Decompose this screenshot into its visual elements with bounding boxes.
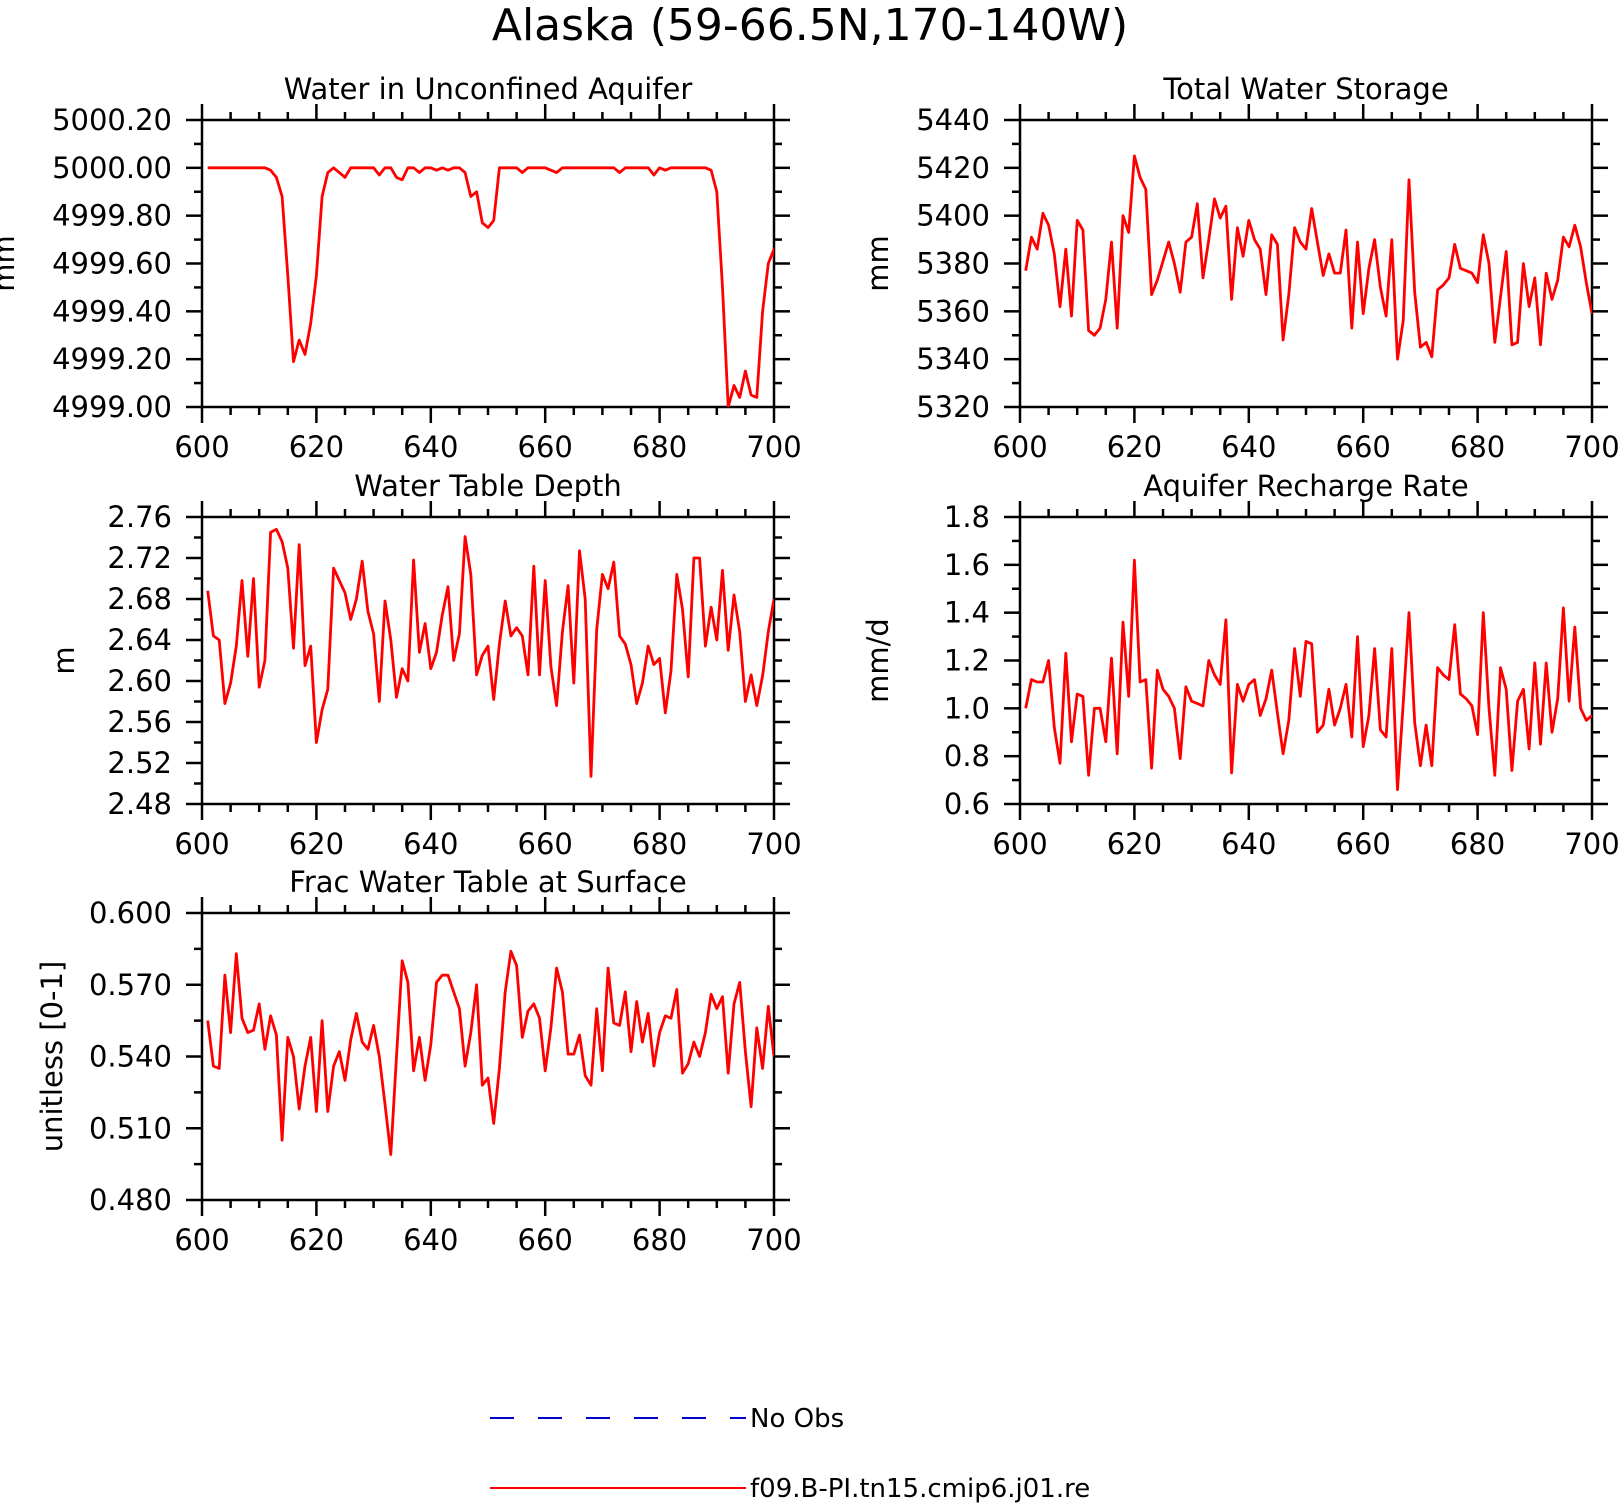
y-tick-label: 1.8 xyxy=(944,500,990,534)
x-tick-label: 620 xyxy=(1107,430,1162,464)
x-tick-label: 680 xyxy=(632,430,687,464)
x-tick-label: 660 xyxy=(1336,827,1391,861)
x-tick-label: 640 xyxy=(403,827,458,861)
x-tick-label: 680 xyxy=(1450,827,1505,861)
y-tick-label: 1.2 xyxy=(944,644,990,678)
x-tick-label: 680 xyxy=(632,1223,687,1257)
y-tick-label: 2.60 xyxy=(107,664,172,698)
y-tick-label: 4999.40 xyxy=(52,294,172,328)
x-tick-label: 700 xyxy=(1564,430,1619,464)
legend-label-1: No Obs xyxy=(750,1404,844,1434)
x-tick-label: 620 xyxy=(289,827,344,861)
chart-panel-5: Frac Water Table at Surface 600 620 640 660 6… xyxy=(35,865,802,1257)
y-tick-label: 0.600 xyxy=(89,896,172,930)
x-tick-label: 700 xyxy=(746,827,801,861)
series-line xyxy=(206,949,774,1156)
series-line xyxy=(206,527,774,778)
x-tick-label: 640 xyxy=(403,430,458,464)
chart-panel-1: Water in Unconfined Aquifer 600 620 640 660 6… xyxy=(0,72,802,464)
y-axis-label: mm xyxy=(861,235,895,292)
y-tick-label: 4999.80 xyxy=(52,199,172,233)
series-line xyxy=(1024,558,1592,791)
figure-title: Alaska (59-66.5N,170-140W) xyxy=(492,0,1128,51)
y-tick-label: 2.64 xyxy=(107,623,172,657)
y-tick-label: 5420 xyxy=(916,151,990,185)
panel-title: Total Water Storage xyxy=(1162,72,1448,106)
y-tick-label: 4999.00 xyxy=(52,390,172,424)
y-tick-label: 1.0 xyxy=(944,691,990,725)
x-tick-label: 600 xyxy=(174,1223,229,1257)
panel-title: Water Table Depth xyxy=(354,469,622,503)
panel-title: Frac Water Table at Surface xyxy=(289,865,686,899)
x-tick-label: 700 xyxy=(1564,827,1619,861)
y-tick-label: 1.6 xyxy=(944,548,990,582)
y-tick-label: 0.540 xyxy=(89,1040,172,1074)
x-tick-label: 640 xyxy=(403,1223,458,1257)
x-tick-label: 620 xyxy=(289,1223,344,1257)
y-tick-label: 2.76 xyxy=(107,500,172,534)
y-tick-label: 0.8 xyxy=(944,739,990,773)
panels: Water in Unconfined Aquifer 600 620 640 660 6… xyxy=(0,72,1620,1257)
y-tick-label: 2.52 xyxy=(107,746,172,780)
x-tick-label: 600 xyxy=(992,827,1047,861)
x-tick-label: 600 xyxy=(174,430,229,464)
y-tick-label: 2.48 xyxy=(107,787,172,821)
y-tick-label: 5380 xyxy=(916,247,990,281)
x-tick-label: 600 xyxy=(992,430,1047,464)
legend-label-2: f09.B-PI.tn15.cmip6.j01.re xyxy=(750,1474,1090,1504)
series-line xyxy=(1024,154,1592,361)
x-tick-label: 660 xyxy=(1336,430,1391,464)
y-tick-label: 5320 xyxy=(916,390,990,424)
chart-panel-2: Total Water Storage 600 620 640 660 680 700 532… xyxy=(861,72,1620,464)
y-tick-label: 1.4 xyxy=(944,596,990,630)
x-tick-label: 600 xyxy=(174,827,229,861)
y-tick-label: 5440 xyxy=(916,103,990,137)
y-tick-label: 5360 xyxy=(916,294,990,328)
y-tick-label: 5000.20 xyxy=(52,103,172,137)
y-axis-label: unitless [0-1] xyxy=(35,961,69,1153)
y-tick-label: 0.510 xyxy=(89,1111,172,1145)
panel-title: Aquifer Recharge Rate xyxy=(1143,469,1469,503)
x-tick-label: 700 xyxy=(746,1223,801,1257)
y-tick-label: 2.72 xyxy=(107,541,172,575)
y-tick-label: 0.6 xyxy=(944,787,990,821)
x-tick-label: 700 xyxy=(746,430,801,464)
y-tick-label: 5400 xyxy=(916,199,990,233)
y-tick-label: 5000.00 xyxy=(52,151,172,185)
x-tick-label: 680 xyxy=(1450,430,1505,464)
legend: No Obs f09.B-PI.tn15.cmip6.j01.re xyxy=(490,1404,1090,1504)
chart-panel-4: Aquifer Recharge Rate 600 620 640 660 680 700 0… xyxy=(861,469,1620,861)
y-tick-label: 2.68 xyxy=(107,582,172,616)
y-tick-label: 4999.60 xyxy=(52,247,172,281)
x-tick-label: 620 xyxy=(289,430,344,464)
y-tick-label: 0.480 xyxy=(89,1183,172,1217)
y-tick-label: 5340 xyxy=(916,342,990,376)
x-tick-label: 640 xyxy=(1221,430,1276,464)
y-axis-label: mm xyxy=(0,235,21,292)
panel-title: Water in Unconfined Aquifer xyxy=(284,72,693,106)
series-line xyxy=(207,166,774,407)
y-axis-label: mm/d xyxy=(861,618,895,703)
y-tick-label: 0.570 xyxy=(89,968,172,1002)
x-tick-label: 660 xyxy=(518,430,573,464)
x-tick-label: 680 xyxy=(632,827,687,861)
plot-frame xyxy=(1018,515,1594,806)
y-tick-label: 2.56 xyxy=(107,705,172,739)
x-tick-label: 620 xyxy=(1107,827,1162,861)
y-axis-label: m xyxy=(47,646,81,674)
y-tick-label: 4999.20 xyxy=(52,342,172,376)
chart-panel-3: Water Table Depth 600 620 640 660 680 700 2.48 2… xyxy=(47,469,802,861)
x-tick-label: 660 xyxy=(518,827,573,861)
x-tick-label: 660 xyxy=(518,1223,573,1257)
x-tick-label: 640 xyxy=(1221,827,1276,861)
